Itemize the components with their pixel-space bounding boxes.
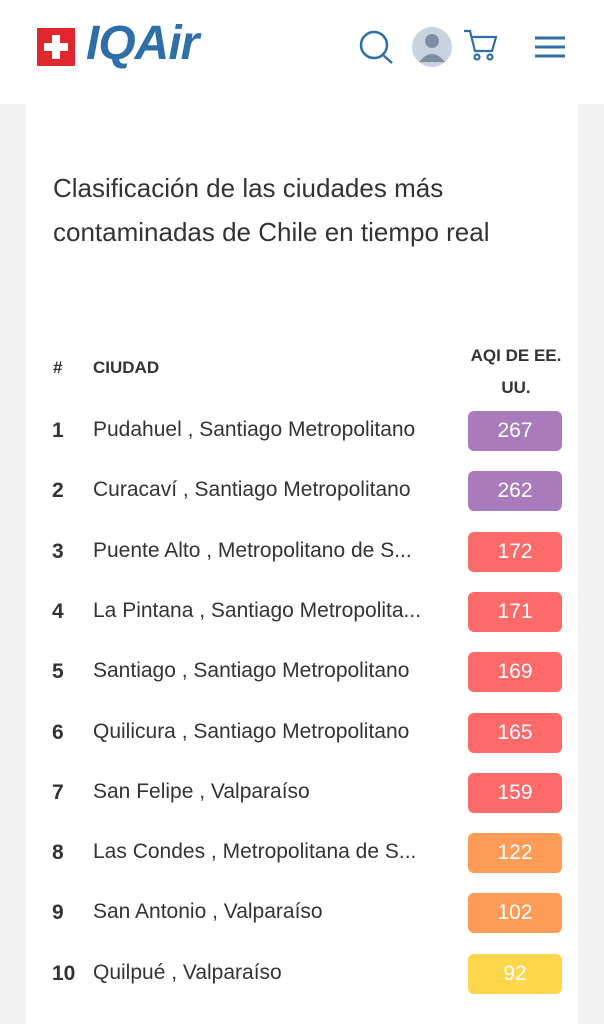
aqi-badge: 262 bbox=[468, 471, 562, 512]
rank: 3 bbox=[52, 539, 64, 563]
aqi-badge: 92 bbox=[468, 953, 562, 994]
rank: 5 bbox=[52, 660, 64, 684]
city-name[interactable]: Santiago , Santiago Metropolitano bbox=[93, 659, 410, 683]
city-name[interactable]: Puente Alto , Metropolitano de S... bbox=[93, 538, 412, 562]
col-rank-header: # bbox=[53, 358, 63, 377]
rank: 10 bbox=[52, 961, 76, 985]
aqi-badge: 165 bbox=[468, 712, 562, 753]
aqi-badge: 172 bbox=[468, 531, 562, 572]
rank: 2 bbox=[52, 479, 64, 503]
city-name[interactable]: Quilpué , Valparaíso bbox=[93, 960, 282, 984]
aqi-badge: 122 bbox=[468, 833, 562, 874]
menu-icon[interactable] bbox=[535, 36, 565, 58]
header: IQAir bbox=[0, 0, 604, 104]
aqi-badge: 267 bbox=[468, 411, 562, 451]
city-name[interactable]: San Antonio , Valparaíso bbox=[93, 900, 323, 924]
search-icon[interactable] bbox=[359, 30, 393, 64]
rank: 9 bbox=[52, 901, 64, 925]
card-title: Clasificación de las ciudades más contam… bbox=[53, 173, 490, 247]
city-name[interactable]: Las Condes , Metropolitana de S... bbox=[93, 840, 417, 864]
aqi-badge: 102 bbox=[468, 893, 562, 934]
aqi-badge: 171 bbox=[468, 591, 562, 632]
header-icons bbox=[37, 27, 565, 67]
city-name[interactable]: Quilicura , Santiago Metropolitano bbox=[93, 719, 410, 743]
aqi-badge: 169 bbox=[468, 652, 562, 693]
aqi-badge: 159 bbox=[468, 772, 562, 813]
rank: 1 bbox=[52, 419, 64, 442]
rank: 7 bbox=[52, 780, 64, 804]
city-name[interactable]: Pudahuel , Santiago Metropolitano bbox=[93, 418, 416, 441]
rank: 8 bbox=[52, 841, 64, 865]
ranking-card: Clasificación de las ciudades más contam… bbox=[26, 104, 578, 1024]
rank: 4 bbox=[52, 599, 64, 623]
logo[interactable]: IQAir bbox=[86, 17, 199, 70]
col-city-header: CIUDAD bbox=[93, 358, 160, 377]
city-name[interactable]: San Felipe , Valparaíso bbox=[93, 779, 310, 803]
rank: 6 bbox=[52, 720, 64, 744]
city-name[interactable]: Curacaví , Santiago Metropolitano bbox=[93, 478, 411, 502]
col-aqi-header: AQI DE EE. UU. bbox=[470, 346, 562, 397]
user-avatar[interactable] bbox=[412, 27, 452, 67]
city-name[interactable]: La Pintana , Santiago Metropolita... bbox=[93, 598, 422, 622]
cart-icon[interactable] bbox=[464, 29, 498, 61]
